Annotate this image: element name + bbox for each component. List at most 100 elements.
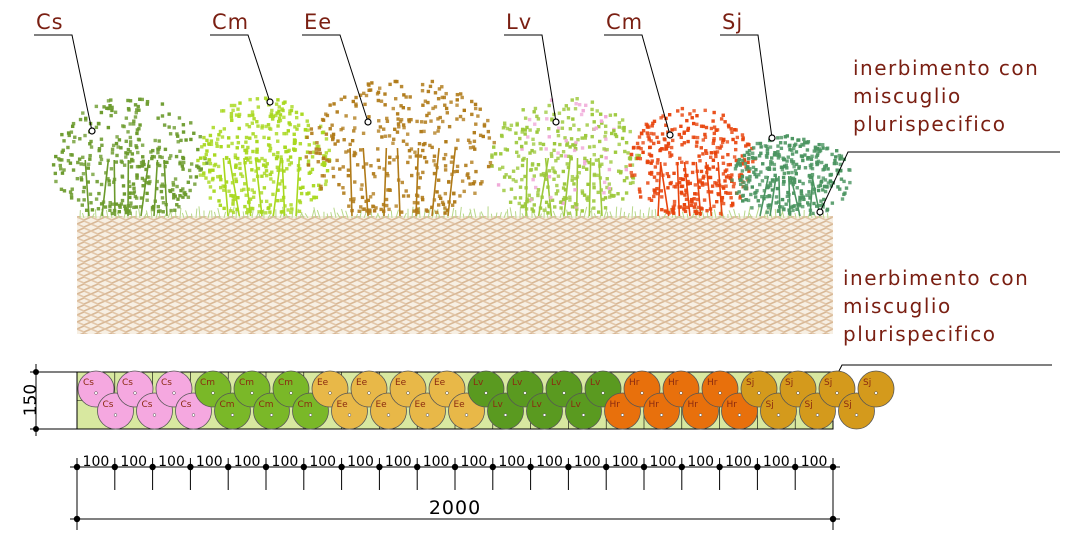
leaf [377,86,382,90]
grass-blade [559,212,562,219]
grass-note-leader [819,151,1060,213]
grass-blade [427,207,431,219]
leaf [77,157,82,161]
leaf [420,195,425,200]
leaf [305,192,309,196]
leaf [520,130,524,134]
leaf [560,126,565,130]
leaf [672,171,676,176]
leaf [695,114,699,118]
leaf [248,209,252,214]
leaf [352,153,356,158]
dimension-dot [225,463,232,471]
leaf [637,187,642,191]
leaf [486,164,491,169]
leaf [54,154,58,159]
leaf [128,211,132,215]
leaf [275,155,280,159]
leaf [605,147,609,152]
plan-plant-code: Sj [805,400,813,410]
leaf [450,155,455,159]
grass-blade [738,213,741,219]
leaf [486,118,490,123]
leaf [539,147,543,151]
leaf [360,183,364,187]
leaf [693,192,697,196]
leaf [573,176,578,181]
leaf [600,162,604,166]
leaf [705,208,709,213]
leaf [691,161,695,166]
leaf [436,203,441,207]
leaf [504,173,508,177]
leaf [234,113,239,117]
leaf [569,137,574,141]
leaf [556,133,561,138]
leaf [155,179,159,184]
leaf [655,191,660,196]
leaf [180,164,185,168]
grass-blade [155,212,159,219]
leaf [466,176,471,180]
leaf [277,116,282,121]
leaf [719,144,724,148]
leaf [792,191,796,195]
grass-blade [743,210,746,219]
leaf [628,129,632,134]
leaf [509,123,514,128]
leaf [175,184,179,189]
leaf [260,124,265,128]
leaf [668,151,672,155]
leaf [810,154,814,158]
leaf [405,142,409,147]
leaf [473,191,477,195]
leaf [607,182,612,186]
leaf [423,155,427,160]
leaf [592,120,596,124]
leaf [817,175,821,179]
grass-blade [285,213,289,219]
grass-blade [355,213,359,219]
leaf [470,160,474,164]
leaf [110,105,114,110]
leaf [181,130,186,134]
plan-plant-code: Cm [259,400,274,410]
leaf [461,117,466,122]
leaf [834,155,838,159]
leaf [464,163,468,168]
leaf [580,146,585,150]
leaf [134,205,138,209]
leaf [444,140,448,144]
leaf [576,138,580,142]
leaf [450,172,454,177]
segment-length-label: 100 [498,454,525,470]
leaf [563,154,568,158]
leaf [711,158,716,162]
leaf [786,190,790,195]
leaf [366,82,371,86]
leaf [130,158,134,163]
leaf [441,119,445,124]
leaf [730,130,734,135]
leaf [283,204,287,208]
leaf [693,202,698,206]
leaf [305,135,309,140]
leaf [738,176,742,180]
leaf [455,164,460,169]
leaf [447,179,451,184]
leaf [751,165,756,170]
leaf [133,115,138,119]
plan-plant-code: Sj [824,378,832,388]
leaf [454,146,458,151]
species-label: Cm [606,10,643,34]
leaf [160,182,165,186]
leaf [602,147,606,151]
leaf [160,155,164,160]
leaf [254,134,258,139]
leaf [536,188,541,192]
leaf [776,144,780,148]
leaf [712,125,717,129]
leaf [128,184,132,189]
leaf [241,144,245,149]
leaf [528,151,532,155]
